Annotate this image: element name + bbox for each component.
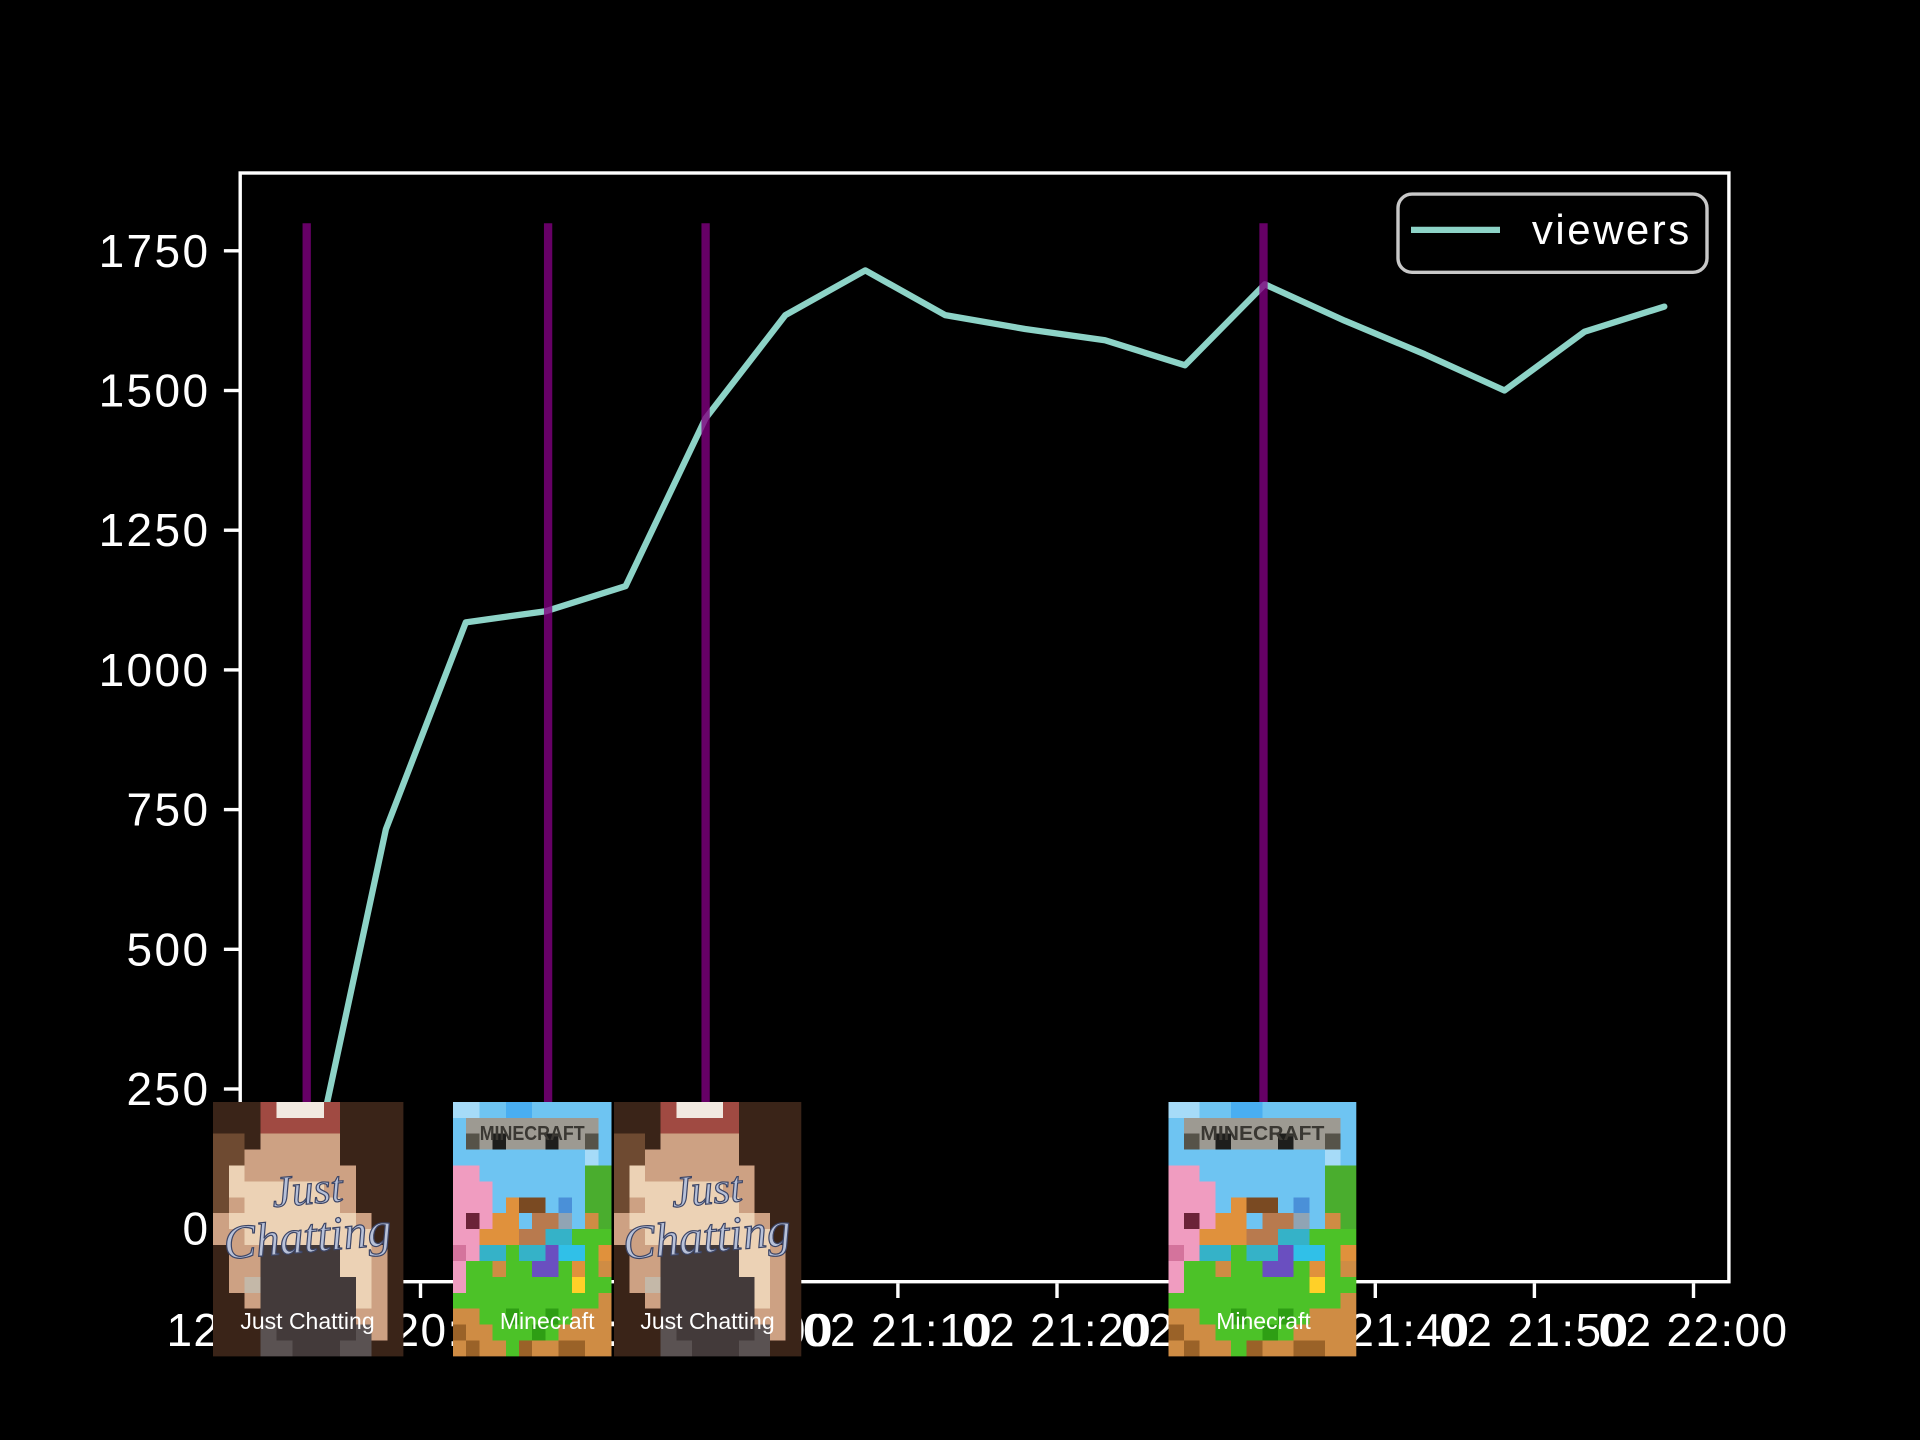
svg-text:02 22:00: 02 22:00 (1599, 1304, 1789, 1356)
svg-text:1750: 1750 (99, 225, 211, 277)
svg-text:500: 500 (127, 923, 211, 975)
svg-text:MINECRAFT: MINECRAFT (1200, 1123, 1324, 1145)
svg-text:Just Chatting: Just Chatting (240, 1308, 374, 1334)
svg-text:Minecraft: Minecraft (500, 1308, 595, 1334)
svg-text:02 21:20: 02 21:20 (962, 1304, 1152, 1356)
svg-text:Just Chatting: Just Chatting (640, 1308, 774, 1334)
svg-text:1000: 1000 (99, 644, 211, 696)
svg-text:0: 0 (183, 1203, 211, 1255)
svg-text:02 21:10: 02 21:10 (803, 1304, 993, 1356)
svg-text:viewers: viewers (1532, 206, 1692, 253)
svg-text:Just: Just (669, 1162, 746, 1217)
svg-text:250: 250 (127, 1063, 211, 1115)
svg-text:MINECRAFT: MINECRAFT (480, 1123, 585, 1145)
svg-text:02 21:50: 02 21:50 (1439, 1304, 1629, 1356)
svg-text:Just: Just (270, 1162, 347, 1217)
svg-text:1500: 1500 (99, 365, 211, 417)
svg-text:Minecraft: Minecraft (1216, 1308, 1311, 1334)
svg-text:1250: 1250 (99, 504, 211, 556)
svg-text:750: 750 (127, 784, 211, 836)
